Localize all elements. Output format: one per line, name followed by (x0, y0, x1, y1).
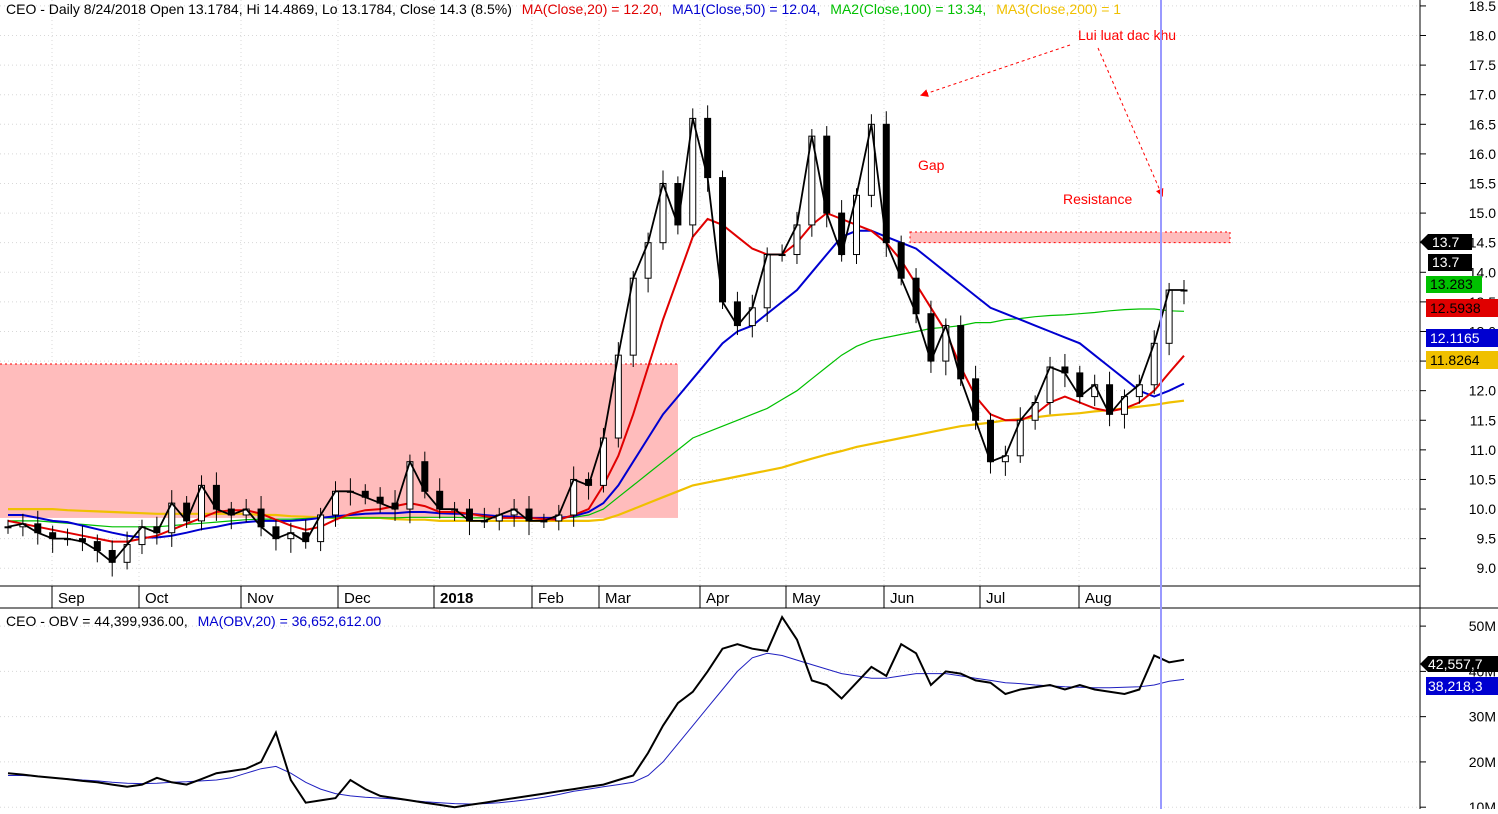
annotation-layer: Lui luat dac khu Gap Resistance (918, 27, 1176, 207)
obv-y-axis-ticks: 10M20M30M40M50M (1420, 618, 1496, 814)
price-y-tick-label: 16.5 (1469, 116, 1496, 132)
obv-y-tick-label: 30M (1469, 709, 1496, 725)
obv-layer (7, 615, 1185, 809)
x-axis-ticks: Sep Oct Nov Dec 2018 Feb Mar Apr May Jun Jul Aug (51, 586, 1112, 608)
x-tick-label: Feb (538, 590, 564, 607)
obv-ma-line (8, 652, 1185, 805)
obv-header: CEO - OBV = 44,399,936.00, (6, 613, 188, 629)
legend-ma100: MA2(Close,100) = 13.34, (830, 1, 986, 17)
obv-y-tick-label: 10M (1469, 799, 1496, 809)
badge-ma100: 13.283 (1426, 276, 1482, 293)
support-zone (0, 231, 1231, 518)
badge-ma50: 12.1165 (1426, 329, 1498, 347)
annotation-gap: Gap (918, 157, 945, 173)
price-y-tick-label: 9.0 (1477, 560, 1497, 576)
obv-grid (0, 625, 1420, 808)
x-tick-label: Nov (247, 590, 274, 607)
price-y-tick-label: 14.5 (1469, 235, 1496, 251)
x-tick-label: Jun (890, 590, 914, 607)
close-price-line (7, 118, 1184, 564)
candle-body (4, 526, 12, 529)
obv-y-tick-label: 50M (1469, 618, 1496, 634)
price-y-tick-label: 10.5 (1469, 471, 1496, 487)
legend-ma200: MA3(Close,200) = 1 (996, 1, 1121, 17)
badge-ma20: 12.5938 (1426, 299, 1498, 317)
svg-text:13.283: 13.283 (1430, 276, 1473, 292)
legend-obv-ma: MA(OBV,20) = 36,652,612.00 (198, 613, 382, 629)
x-tick-label: May (792, 590, 821, 607)
obv-line (7, 615, 1185, 809)
x-tick-label: Sep (58, 590, 85, 607)
annotation-resistance: Resistance (1063, 191, 1132, 207)
svg-text:12.5938: 12.5938 (1430, 300, 1481, 316)
x-tick-label: 2018 (440, 590, 473, 607)
x-tick-label: Aug (1085, 590, 1112, 607)
ma50-line (8, 229, 1185, 539)
arrow-resistance (1097, 47, 1164, 197)
close-line-layer (7, 118, 1184, 564)
x-tick-label: Mar (605, 590, 631, 607)
x-tick-label: Apr (706, 590, 729, 607)
obv-y-tick-label: 20M (1469, 754, 1496, 770)
x-tick-label: Jul (986, 590, 1005, 607)
price-y-tick-label: 18.5 (1469, 0, 1496, 14)
price-y-tick-label: 18.0 (1469, 28, 1496, 44)
legend-ma20: MA(Close,20) = 12.20, (522, 1, 662, 17)
price-y-tick-label: 12.0 (1469, 383, 1496, 399)
support-zone-rect (0, 364, 678, 518)
price-legend: CEO - Daily 8/24/2018 Open 13.1784, Hi 1… (6, 1, 1121, 17)
arrow-lui-luat (920, 44, 1071, 97)
svg-text:11.8264: 11.8264 (1430, 352, 1480, 368)
badge-ma200: 11.8264 (1426, 351, 1498, 369)
price-y-tick-label: 16.0 (1469, 146, 1496, 162)
price-y-tick-label: 17.0 (1469, 87, 1496, 103)
price-y-tick-label: 17.5 (1469, 57, 1496, 73)
svg-text:13.7: 13.7 (1432, 254, 1459, 270)
price-y-tick-label: 11.0 (1470, 442, 1496, 458)
annotation-lui-luat: Lui luat dac khu (1078, 27, 1176, 43)
badge-obv: 42,557,7 (1420, 656, 1498, 672)
price-y-tick-label: 15.0 (1469, 205, 1496, 221)
obv-legend: CEO - OBV = 44,399,936.00, MA(OBV,20) = … (6, 613, 381, 629)
badge-price-a: 13.7 (1420, 234, 1472, 250)
svg-text:13.7: 13.7 (1432, 234, 1459, 250)
price-y-tick-label: 11.5 (1470, 412, 1496, 428)
svg-text:12.1165: 12.1165 (1430, 330, 1480, 346)
price-header: CEO - Daily 8/24/2018 Open 13.1784, Hi 1… (6, 1, 512, 17)
svg-text:38,218,3: 38,218,3 (1428, 678, 1483, 694)
badge-price-b: 13.7 (1428, 254, 1472, 271)
price-y-tick-label: 15.5 (1469, 175, 1496, 191)
legend-ma50: MA1(Close,50) = 12.04, (672, 1, 820, 17)
price-y-tick-label: 9.5 (1477, 531, 1497, 547)
svg-text:42,557,7: 42,557,7 (1428, 656, 1483, 672)
ma100-line (8, 308, 1185, 528)
price-y-tick-label: 10.0 (1469, 501, 1496, 517)
resistance-zone-rect (909, 231, 1231, 244)
x-tick-label: Oct (145, 590, 169, 607)
x-tick-label: Dec (344, 590, 371, 607)
badge-obv-ma: 38,218,3 (1426, 677, 1498, 695)
